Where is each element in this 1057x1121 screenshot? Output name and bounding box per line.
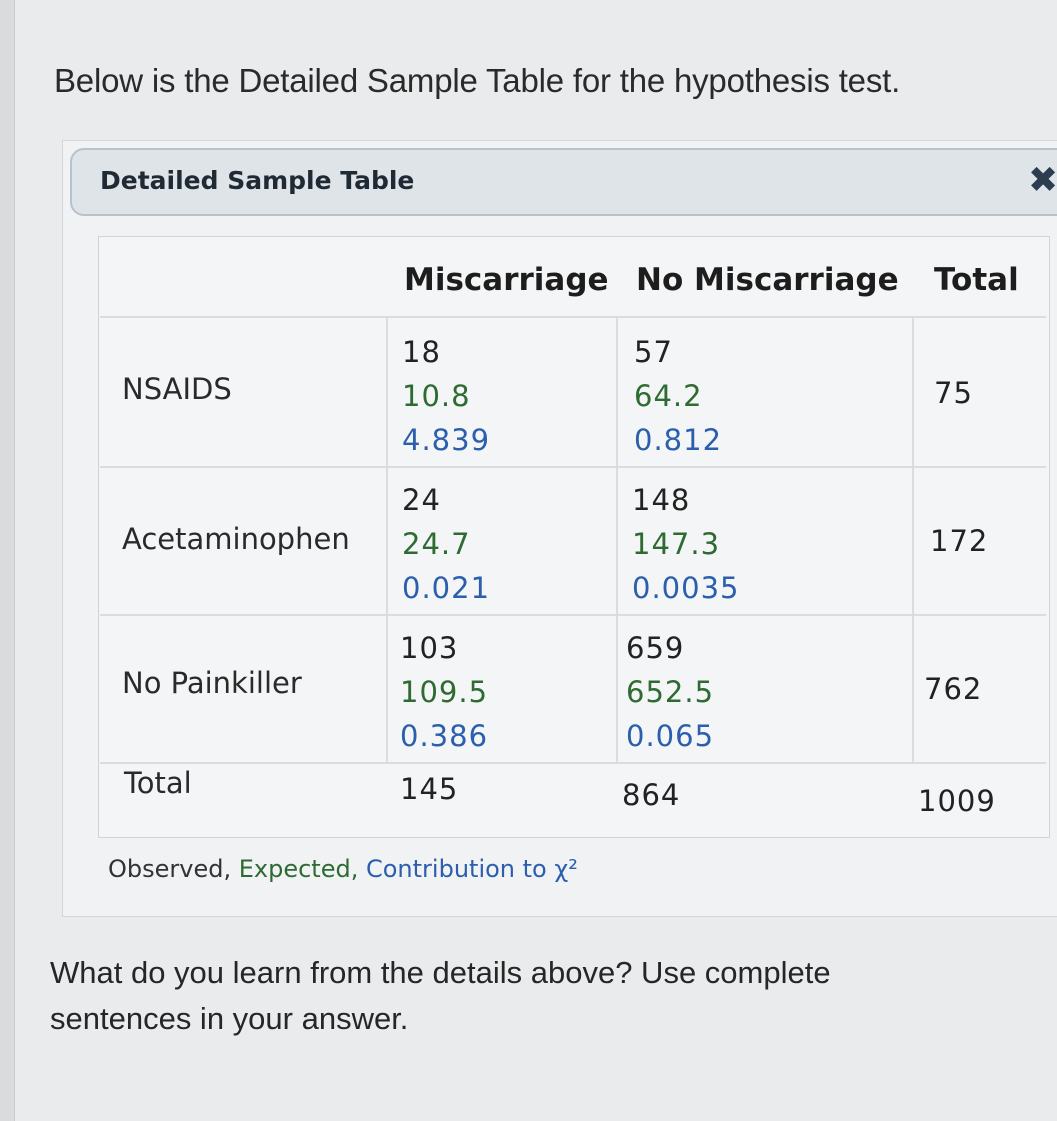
- column-total-no-miscarriage: 864: [622, 778, 681, 812]
- column-header-total: Total: [934, 262, 1019, 298]
- column-header-no-miscarriage: No Miscarriage: [636, 262, 899, 298]
- expected-value: 652.5: [626, 675, 715, 709]
- row-label-acetaminophen: Acetaminophen: [122, 522, 350, 556]
- intro-text: Below is the Detailed Sample Table for t…: [54, 62, 901, 99]
- column-total-miscarriage: 145: [400, 772, 459, 806]
- detailed-sample-table: [98, 236, 1050, 838]
- observed-value: 57: [634, 335, 673, 369]
- question-text: What do you learn from the details above…: [50, 955, 831, 1036]
- legend-observed: Observed,: [108, 855, 232, 883]
- contribution-value: 0.065: [626, 719, 715, 753]
- observed-value: 103: [400, 631, 459, 665]
- expected-value: 147.3: [632, 527, 721, 561]
- panel-header[interactable]: [70, 148, 1057, 216]
- row-divider: [100, 762, 1046, 764]
- contribution-value: 0.386: [400, 719, 489, 753]
- contribution-value: 0.021: [402, 571, 491, 605]
- column-divider: [616, 318, 618, 762]
- expected-value: 109.5: [400, 675, 489, 709]
- legend-expected: Expected,: [238, 855, 359, 883]
- table-cell: 659 652.5 0.065: [626, 626, 714, 758]
- page-edge: [0, 0, 15, 1121]
- row-total: 762: [924, 672, 983, 706]
- contribution-value: 0.812: [634, 423, 723, 457]
- contribution-value: 4.839: [402, 423, 491, 457]
- observed-value: 148: [632, 483, 691, 517]
- table-legend: Observed, Expected, Contribution to χ²: [108, 855, 578, 883]
- observed-value: 659: [626, 631, 685, 665]
- row-label-no-painkiller: No Painkiller: [122, 666, 302, 700]
- expected-value: 10.8: [402, 379, 471, 413]
- table-cell: 57 64.2 0.812: [634, 330, 722, 462]
- row-divider: [100, 466, 1046, 468]
- header-divider: [100, 316, 1046, 318]
- observed-value: 18: [402, 335, 441, 369]
- grand-total: 1009: [918, 784, 996, 818]
- table-cell: 18 10.8 4.839: [402, 330, 490, 462]
- row-total: 75: [934, 376, 973, 410]
- row-total: 172: [930, 524, 989, 558]
- expected-value: 64.2: [634, 379, 703, 413]
- table-cell: 103 109.5 0.386: [400, 626, 488, 758]
- expected-value: 24.7: [402, 527, 471, 561]
- observed-value: 24: [402, 483, 441, 517]
- column-divider: [386, 318, 388, 762]
- column-divider: [912, 318, 914, 762]
- legend-contribution: Contribution to χ²: [365, 855, 578, 883]
- close-icon[interactable]: ✖: [1028, 160, 1057, 201]
- panel-title: Detailed Sample Table: [100, 166, 415, 195]
- table-cell: 24 24.7 0.021: [402, 478, 490, 610]
- table-cell: 148 147.3 0.0035: [632, 478, 739, 610]
- contribution-value: 0.0035: [632, 571, 740, 605]
- row-label-nsaids: NSAIDS: [122, 372, 232, 406]
- column-header-miscarriage: Miscarriage: [404, 262, 609, 298]
- row-divider: [100, 614, 1046, 616]
- row-label-total: Total: [124, 766, 192, 800]
